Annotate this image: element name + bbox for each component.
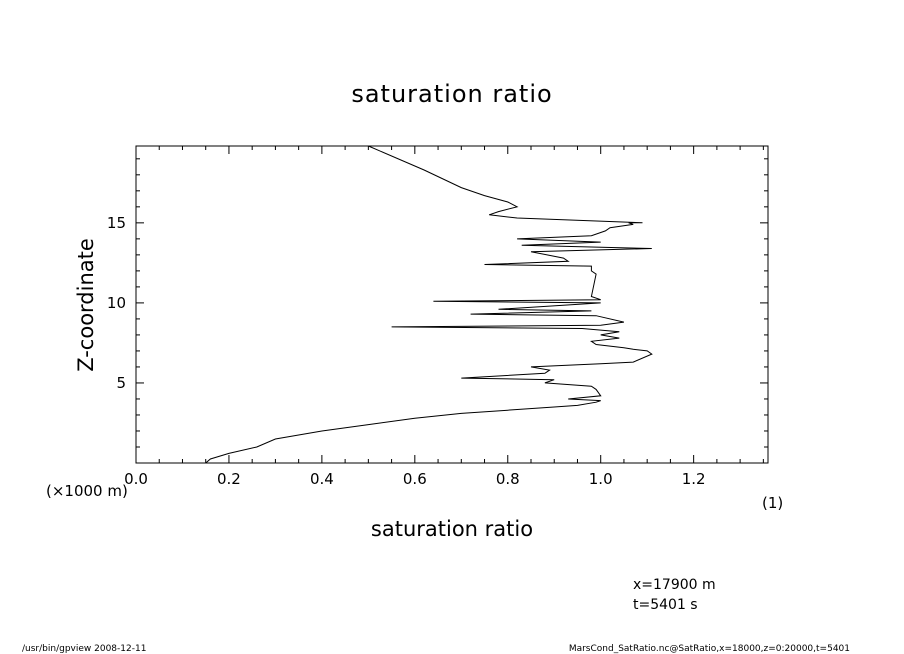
x-tick-label: 0.2	[217, 470, 241, 488]
chart-title: saturation ratio	[351, 80, 552, 108]
x-tick-label: 0.4	[310, 470, 334, 488]
x-tick-label: 1.2	[682, 470, 706, 488]
x-unit-label: (1)	[762, 494, 783, 512]
y-tick-label: 10	[107, 294, 126, 312]
x-tick-label: 0.0	[124, 470, 148, 488]
x-tick-label: 1.0	[589, 470, 613, 488]
y-tick-label: 5	[116, 374, 126, 392]
axis-ticks	[135, 146, 768, 463]
x-tick-label: 0.8	[496, 470, 520, 488]
plot-frame	[135, 145, 769, 464]
position-annotation: x=17900 m	[633, 577, 716, 593]
y-tick-label: 15	[107, 214, 126, 232]
footer-right: MarsCond_SatRatio.nc@SatRatio,x=18000,z=…	[569, 644, 850, 654]
y-axis-label: Z-coordinate	[74, 238, 98, 372]
time-annotation: t=5401 s	[633, 597, 698, 613]
y-unit-label: (×1000 m)	[46, 482, 128, 500]
x-axis-label: saturation ratio	[371, 517, 533, 541]
footer-left: /usr/bin/gpview 2008-12-11	[22, 644, 146, 654]
x-tick-label: 0.6	[403, 470, 427, 488]
x-tick-labels: 0.0 0.2 0.4 0.6 0.8 1.0 1.2	[124, 470, 706, 488]
y-tick-labels: 5 10 15	[107, 214, 126, 392]
series-line	[205, 145, 653, 464]
